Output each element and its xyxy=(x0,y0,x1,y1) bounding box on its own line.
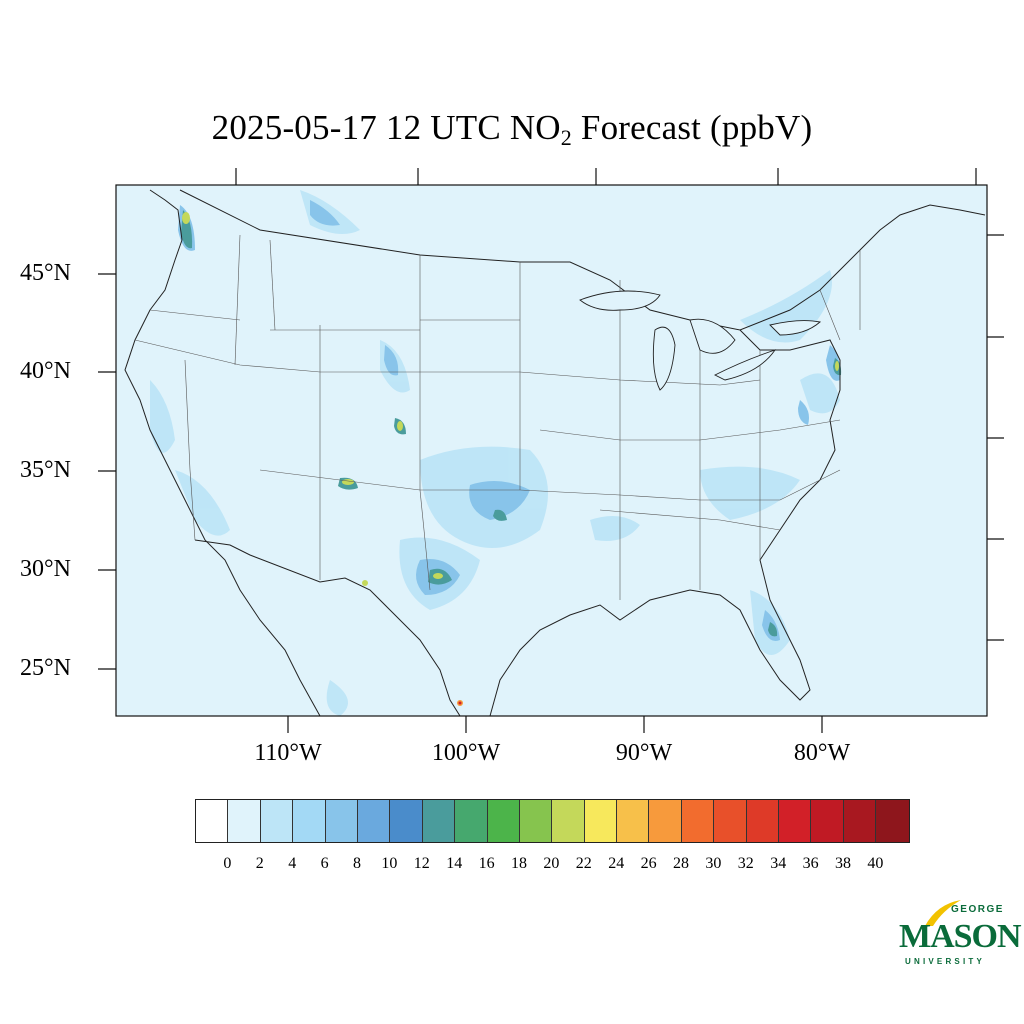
colorbar-cell xyxy=(584,800,618,842)
lat-label-45n: 45°N xyxy=(20,260,71,286)
colorbar-cell xyxy=(519,800,553,842)
colorbar-cell xyxy=(811,800,844,842)
map-background xyxy=(116,185,987,716)
lon-label-80w: 80°W xyxy=(793,740,851,766)
logo-top-text: GEORGE xyxy=(951,904,1004,915)
colorbar-cell xyxy=(357,800,391,842)
colorbar-cell xyxy=(681,800,715,842)
lat-label-35n: 35°N xyxy=(20,457,71,483)
map-title: 2025-05-17 12 UTC NO2 Forecast (ppbV) xyxy=(211,108,813,150)
logo-main-text: MASON xyxy=(899,918,1022,955)
colorbar-cell xyxy=(843,800,877,842)
colorbar-cell xyxy=(746,800,780,842)
colorbar-cell xyxy=(260,800,294,842)
colorbar-cell xyxy=(779,800,812,842)
colorbar-tick-label: 24 xyxy=(608,855,625,872)
colorbar-cell xyxy=(325,800,358,842)
colorbar-cell xyxy=(196,800,229,842)
colorbar-cell xyxy=(617,800,650,842)
colorbar-tick-label: 34 xyxy=(770,855,787,872)
colorbar-cell xyxy=(228,800,261,842)
colorbar-tick-label: 0 xyxy=(223,855,232,872)
lat-label-40n: 40°N xyxy=(20,358,71,384)
no2-peak-spots xyxy=(457,700,463,706)
frame-ticks xyxy=(98,168,1004,733)
colorbar-cell xyxy=(649,800,682,842)
state-borders xyxy=(134,234,861,600)
colorbar-tick-label: 8 xyxy=(353,855,361,872)
colorbar-tick-label: 10 xyxy=(381,855,398,872)
colorbar-cell xyxy=(552,800,585,842)
colorbar-tick-label: 6 xyxy=(320,855,329,872)
great-lakes xyxy=(579,290,821,391)
gmu-logo: GEORGE MASON UNIVERSITY xyxy=(895,898,1022,970)
colorbar-tick-label: 14 xyxy=(446,855,463,872)
colorbar-tick-label: 28 xyxy=(673,855,689,872)
colorbar-tick-label: 32 xyxy=(737,855,754,872)
colorbar-cell xyxy=(714,800,747,842)
colorbar-tick-label: 26 xyxy=(640,855,657,872)
map-frame xyxy=(115,184,988,717)
lat-label-25n: 25°N xyxy=(20,655,71,681)
colorbar-cell xyxy=(487,800,520,842)
colorbar-cell xyxy=(455,800,488,842)
colorbar-tick-label: 22 xyxy=(575,855,592,872)
country-borders xyxy=(124,189,986,717)
colorbar-tick-label: 40 xyxy=(867,855,884,872)
lat-label-30n: 30°N xyxy=(20,556,71,582)
logo-bottom-text: UNIVERSITY xyxy=(905,957,986,966)
colorbar-tick-label: 12 xyxy=(413,855,430,872)
colorbar-cell xyxy=(422,800,456,842)
colorbar-tick-label: 38 xyxy=(835,855,851,872)
colorbar-tick-label: 36 xyxy=(802,855,819,872)
colorbar-tick-label: 20 xyxy=(543,855,560,872)
colorbar-tick-label: 4 xyxy=(288,855,297,872)
lon-label-110w: 110°W xyxy=(254,740,322,766)
colorbar-tick-label: 30 xyxy=(705,855,722,872)
colorbar xyxy=(195,799,910,843)
colorbar-tick-label: 16 xyxy=(478,855,495,872)
logo-swoosh-icon xyxy=(925,900,961,926)
lon-label-100w: 100°W xyxy=(431,740,501,766)
colorbar-cell xyxy=(293,800,326,842)
colorbar-cell xyxy=(390,800,423,842)
colorbar-cell xyxy=(876,800,909,842)
colorbar-tick-label: 2 xyxy=(255,855,264,872)
colorbar-tick-label: 18 xyxy=(511,855,527,872)
lon-label-90w: 90°W xyxy=(615,740,673,766)
